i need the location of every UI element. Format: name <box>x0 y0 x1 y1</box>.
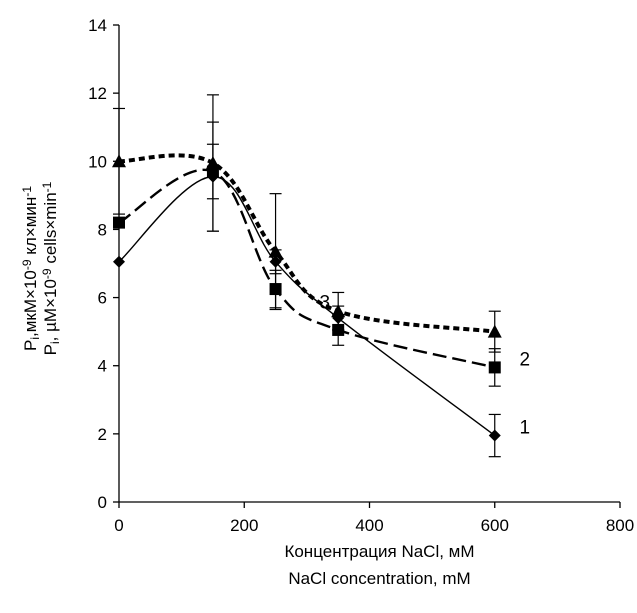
curve-label-2: 2 <box>519 349 530 370</box>
y-axis-title-line: Pi,мкМ×10-9 кл×мин-1 <box>20 186 42 351</box>
data-point-square <box>488 361 501 374</box>
y-tick-label: 12 <box>88 84 107 103</box>
y-axis-title-part: P <box>21 340 40 351</box>
y-tick-label: 2 <box>98 425 107 444</box>
series-3 <box>112 94 502 353</box>
y-axis-title-part: P <box>41 344 60 355</box>
series-1 <box>113 121 501 458</box>
x-tick-label: 400 <box>355 516 383 535</box>
curve-label-1: 1 <box>519 418 530 439</box>
x-tick-label: 800 <box>606 516 634 535</box>
series-line-1 <box>118 175 496 437</box>
y-axis-title-part: -9 <box>20 259 34 270</box>
y-axis-title-part: i <box>48 341 62 344</box>
x-tick-label: 600 <box>481 516 509 535</box>
y-axis-title-part: -9 <box>40 268 54 279</box>
y-tick-label: 10 <box>88 152 107 171</box>
series-layer <box>112 94 502 458</box>
y-axis-title-part: -1 <box>40 181 54 192</box>
data-point-triangle <box>331 304 346 318</box>
y-axis-title-part: кл×мин <box>21 197 40 260</box>
y-tick-label: 0 <box>98 493 107 512</box>
data-point-triangle <box>487 324 502 338</box>
y-tick-label: 4 <box>98 357 107 376</box>
x-tick-label: 200 <box>230 516 258 535</box>
series-line-3 <box>118 153 496 334</box>
y-tick-label: 6 <box>98 289 107 308</box>
data-point-triangle <box>112 154 126 168</box>
curve-label-3: 3 <box>319 293 330 314</box>
series-2 <box>113 143 501 387</box>
y-axis-title-part: ,мкМ×10 <box>21 270 40 337</box>
data-point-diamond <box>113 255 125 268</box>
data-point-square <box>113 216 125 229</box>
y-tick-label: 14 <box>88 16 107 35</box>
x-tick-label: 0 <box>114 516 123 535</box>
y-tick-label: 8 <box>98 220 107 239</box>
y-axis-title-line: Pi, µM×10-9 cells×min-1 <box>40 181 62 355</box>
y-axis-title-part: -1 <box>20 186 34 197</box>
x-axis-title-line: NaCl concentration, mM <box>288 569 470 588</box>
y-axis-title-part: , µM×10 <box>41 279 60 341</box>
y-axis-title-part: cells×min <box>41 192 60 268</box>
data-point-triangle <box>205 155 220 169</box>
data-point-triangle <box>268 244 283 258</box>
data-point-diamond <box>488 429 501 442</box>
x-axis-title-line: Концентрация NaCl, мМ <box>284 542 474 561</box>
labels: Концентрация NaCl, мМ NaCl concentration,… <box>20 181 530 588</box>
y-axis-title-part: i <box>28 337 42 340</box>
